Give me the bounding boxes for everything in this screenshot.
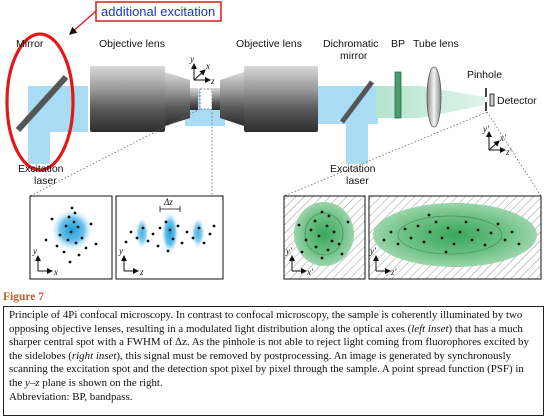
bandpass-filter <box>394 71 402 119</box>
label-objective-left: Objective lens <box>99 38 165 50</box>
svg-text:y: y <box>189 54 194 64</box>
inset-detection-zy: y' z' <box>368 195 542 280</box>
sidelobe-left <box>135 217 149 249</box>
excitation-spot-xy <box>50 208 94 252</box>
caption-box: Principle of 4Pi confocal microscopy. In… <box>3 306 544 416</box>
label-dichromatic-mirror: mirror <box>340 50 368 62</box>
svg-text:z': z' <box>505 147 513 157</box>
label-tube-lens: Tube lens <box>413 38 459 50</box>
detector-icon <box>489 93 495 107</box>
fluorophore-dots-zy <box>124 220 216 253</box>
caption-abbreviation: Abbreviation: BP, bandpass. <box>9 390 133 403</box>
inset-connector-lines <box>29 108 542 197</box>
mirror-highlight-ellipse <box>5 32 75 172</box>
callout-arrow <box>69 10 97 35</box>
label-objective-right: Objective lens <box>236 38 302 50</box>
label-excitation-right: Excitation <box>330 163 376 175</box>
axis-indicator-pinhole: y' x' z' <box>482 124 513 157</box>
label-laser-left: laser <box>34 175 57 187</box>
sidelobe-right <box>191 217 205 249</box>
label-mirror: Mirror <box>16 38 44 50</box>
figure-title: Figure 7 <box>3 291 44 303</box>
axis-indicator-beam: y x z <box>189 54 215 86</box>
objective-lens-left <box>90 66 198 132</box>
label-pinhole: Pinhole <box>467 69 502 81</box>
svg-text:x: x <box>53 267 58 277</box>
tube-lens <box>426 66 442 128</box>
label-dichromatic: Dichromatic <box>323 38 378 50</box>
svg-text:y': y' <box>285 246 293 256</box>
detection-psf-zy <box>373 203 537 267</box>
beam-right-vertical <box>346 116 368 164</box>
inset-xy-excitation: y x <box>29 195 113 280</box>
figure-caption: Principle of 4Pi confocal microscopy. In… <box>9 309 529 403</box>
svg-text:z: z <box>210 76 215 86</box>
dichromatic-mirror <box>340 80 374 124</box>
objective-lens-right <box>212 66 318 132</box>
label-bp: BP <box>391 38 405 50</box>
inset-zy-excitation: Δz y z <box>115 195 224 280</box>
delta-z-label: Δz <box>163 197 173 207</box>
mirror <box>15 74 69 133</box>
detection-psf-xy <box>294 202 354 266</box>
label-excitation-left: Excitation <box>18 163 64 175</box>
4pi-setup-diagram: additional excitation Mirror Objective l… <box>5 1 542 280</box>
callout-text: additional excitation <box>101 4 215 19</box>
inset-detection-xy: y' x' <box>283 195 366 280</box>
svg-text:z: z <box>139 267 144 277</box>
svg-text:x': x' <box>499 133 507 143</box>
svg-text:z': z' <box>390 267 398 277</box>
svg-text:x: x <box>205 61 210 71</box>
fluorophore-dots-xy <box>44 206 98 264</box>
label-laser-right: laser <box>346 175 369 187</box>
svg-text:y: y <box>118 246 123 256</box>
svg-text:x': x' <box>306 267 314 277</box>
sample-slide <box>199 88 213 110</box>
svg-text:y: y <box>32 246 37 256</box>
svg-text:y': y' <box>482 124 490 134</box>
label-detector: Detector <box>497 95 537 107</box>
central-spot <box>161 211 179 255</box>
fluorophore-dots-detection-xy <box>297 210 350 260</box>
svg-text:y': y' <box>369 246 377 256</box>
beam-left-vertical <box>28 128 50 164</box>
fluorophore-dots-detection-zy <box>382 213 521 254</box>
